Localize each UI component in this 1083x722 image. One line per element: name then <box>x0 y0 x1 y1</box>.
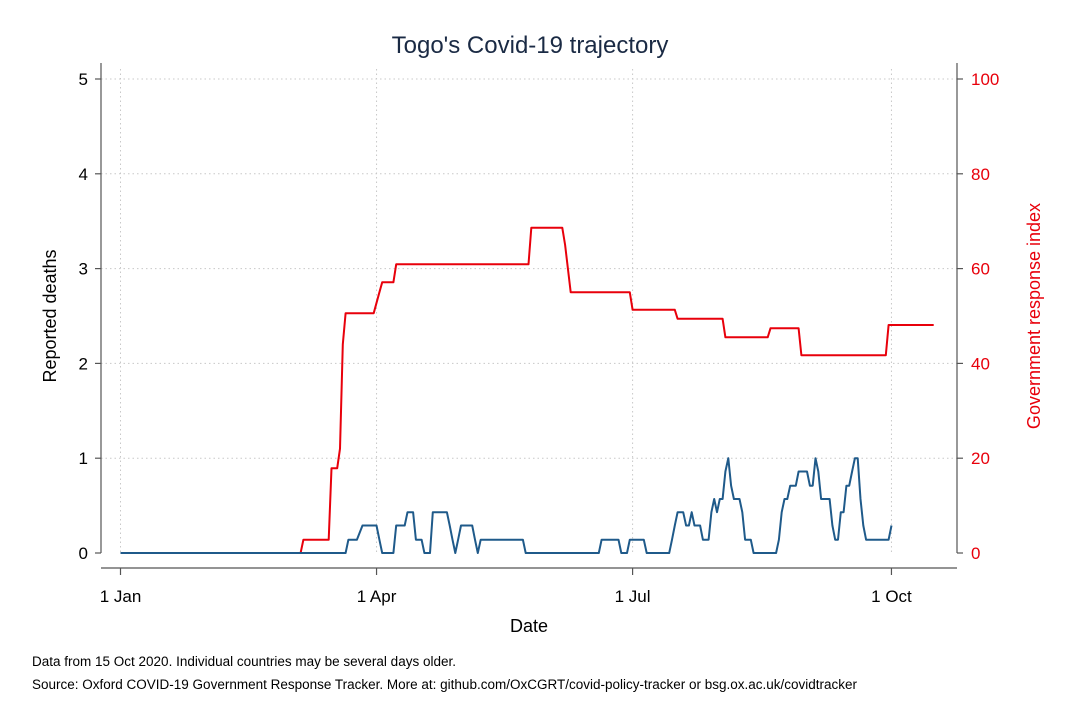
y2-tick-label: 100 <box>971 70 999 89</box>
y-axis-title: Reported deaths <box>40 249 60 382</box>
y2-tick-label: 40 <box>971 354 990 373</box>
axes <box>100 63 958 569</box>
chart-title: Togo's Covid-19 trajectory <box>392 32 669 59</box>
series-line-government-response-index <box>120 226 934 554</box>
series-group <box>120 226 934 554</box>
footnote-source: Source: Oxford COVID-19 Government Respo… <box>32 677 858 692</box>
y2-axis-title: Government response index <box>1024 203 1044 429</box>
y-tick-label: 2 <box>79 354 88 373</box>
y-tick-label: 0 <box>79 544 88 563</box>
footnote-data-date: Data from 15 Oct 2020. Individual countr… <box>32 654 456 669</box>
x-tick-label: 1 Jan <box>100 587 142 606</box>
grid <box>101 69 957 553</box>
series-line-reported-deaths <box>120 457 893 554</box>
y2-tick-label: 0 <box>971 544 980 563</box>
y2-tick-label: 60 <box>971 260 990 279</box>
x-tick-label: 1 Jul <box>615 587 651 606</box>
x-tick-label: 1 Oct <box>871 587 912 606</box>
x-tick-label: 1 Apr <box>357 587 397 606</box>
y-tick-label: 5 <box>79 70 88 89</box>
y2-tick-label: 20 <box>971 449 990 468</box>
y-tick-label: 4 <box>79 165 88 184</box>
y-tick-label: 3 <box>79 260 88 279</box>
ticks: 0 1 2 3 4 5 0 20 40 60 80 100 1 Jan 1 Apr 1 Jul 1 Oct <box>79 70 1000 606</box>
x-axis-title: Date <box>510 616 548 636</box>
chart: Togo's Covid-19 trajectory 0 1 2 3 4 5 0 20 40 60… <box>40 32 1044 636</box>
y-tick-label: 1 <box>79 449 88 468</box>
y2-tick-label: 80 <box>971 165 990 184</box>
